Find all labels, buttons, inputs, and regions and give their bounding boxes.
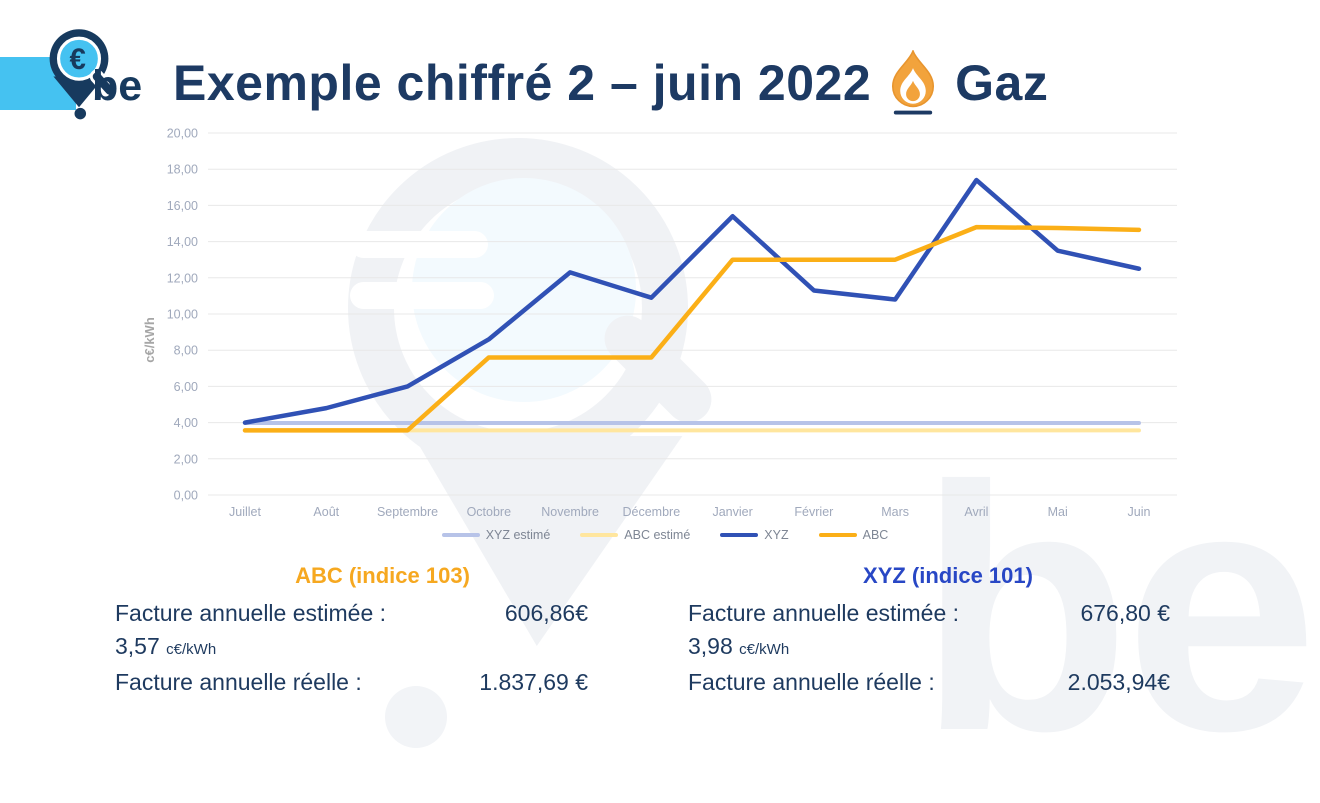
unit-price-value: 3,57 (115, 633, 160, 659)
legend-swatch-xyz-estime (441, 533, 480, 537)
watermark-layer: be (348, 138, 1318, 783)
legend-item: XYZ (720, 528, 789, 542)
watermark-euro-bar (350, 282, 494, 309)
title-suffix: Gaz (955, 55, 1049, 111)
y-tick-label: 12,00 (167, 271, 198, 285)
title-text: Exemple chiffré 2 – juin 2022 (173, 55, 872, 111)
actual-bill-value: 1.837,69 € (479, 669, 588, 695)
actual-bill-row: Facture annuelle réelle : 2.053,94€ (688, 666, 1208, 699)
legend-item: ABC estimé (580, 528, 690, 542)
watermark-pin-dot (385, 686, 447, 748)
left-panel-heading: ABC (indice 103) (295, 563, 470, 588)
legend-label: XYZ estimé (485, 528, 551, 542)
actual-bill-label: Facture annuelle réelle : (115, 669, 362, 695)
x-tick-label: Mars (881, 505, 909, 519)
price-line-chart: c€/kWh 0,00 2,00 4,00 6,00 8,00 10,00 12,00 14,… (142, 127, 1177, 519)
estimated-bill-label: Facture annuelle estimée : (115, 600, 387, 626)
xyz-summary-panel: XYZ (indice 101) Facture annuelle estimé… (688, 563, 1208, 699)
slide-title: Exemple chiffré 2 – juin 2022 Gaz (173, 50, 1048, 116)
legend-item: ABC (818, 528, 889, 542)
legend-item: XYZ estimé (441, 528, 551, 542)
x-tick-label: Décembre (623, 505, 681, 519)
actual-bill-value: 2.053,94€ (1067, 669, 1170, 695)
estimated-bill-value: 606,86€ (504, 600, 588, 626)
y-tick-label: 2,00 (174, 452, 198, 466)
y-tick-label: 10,00 (167, 308, 198, 322)
legend-label: XYZ (764, 528, 789, 542)
abc-summary-panel: ABC (indice 103) Facture annuelle estimé… (115, 563, 650, 699)
x-tick-label: Novembre (541, 505, 599, 519)
unit-price-row: 3,98 c€/kWh (688, 630, 1208, 666)
x-tick-label: Avril (964, 505, 988, 519)
actual-bill-label: Facture annuelle réelle : (688, 669, 935, 695)
x-tick-label: Janvier (712, 505, 752, 519)
x-tick-label: Février (794, 505, 833, 519)
unit-price-suffix: c€/kWh (739, 641, 790, 658)
y-tick-label: 16,00 (167, 199, 198, 213)
actual-bill-row: Facture annuelle réelle : 1.837,69 € (115, 666, 650, 699)
y-tick-label: 20,00 (167, 127, 198, 141)
y-tick-label: 0,00 (174, 489, 198, 503)
series-line-abc (242, 224, 1142, 433)
legend-swatch-abc-estime (580, 533, 619, 537)
x-tick-label: Mai (1048, 505, 1068, 519)
estimated-bill-label: Facture annuelle estimée : (688, 600, 960, 626)
y-axis-title: c€/kWh (142, 317, 157, 363)
legend-label: ABC estimé (624, 528, 691, 542)
y-tick-label: 18,00 (167, 163, 198, 177)
series-line-xyz (242, 177, 1142, 425)
gas-flame-icon (892, 50, 935, 115)
estimated-bill-row: Facture annuelle estimée : 676,80 € (688, 597, 1208, 630)
logo-be-label: be (92, 62, 143, 110)
y-tick-label: 6,00 (174, 380, 198, 394)
svg-text:€: € (70, 43, 86, 76)
y-tick-label: 14,00 (167, 235, 198, 249)
chart-legend: XYZ estimé ABC estimé XYZ ABC (130, 528, 1200, 542)
estimated-bill-row: Facture annuelle estimée : 606,86€ (115, 597, 650, 630)
legend-swatch-xyz (720, 533, 759, 537)
estimated-bill-value: 676,80 € (1080, 600, 1170, 626)
unit-price-row: 3,57 c€/kWh (115, 630, 650, 666)
right-panel-heading: XYZ (indice 101) (863, 563, 1033, 588)
unit-price-value: 3,98 (688, 633, 733, 659)
x-tick-label: Octobre (467, 505, 512, 519)
legend-label: ABC (862, 528, 889, 542)
x-tick-label: Août (313, 505, 339, 519)
x-tick-label: Juin (1128, 505, 1151, 519)
watermark-be-text: be (918, 414, 1318, 803)
x-tick-label: Juillet (229, 505, 261, 519)
y-tick-label: 4,00 (174, 416, 198, 430)
euro-magnifier-pin-icon: € (49, 29, 117, 120)
y-tick-label: 8,00 (174, 344, 198, 358)
legend-swatch-abc (818, 533, 857, 537)
unit-price-suffix: c€/kWh (166, 641, 217, 658)
watermark-euro-bar (350, 231, 488, 258)
x-tick-label: Septembre (377, 505, 438, 519)
